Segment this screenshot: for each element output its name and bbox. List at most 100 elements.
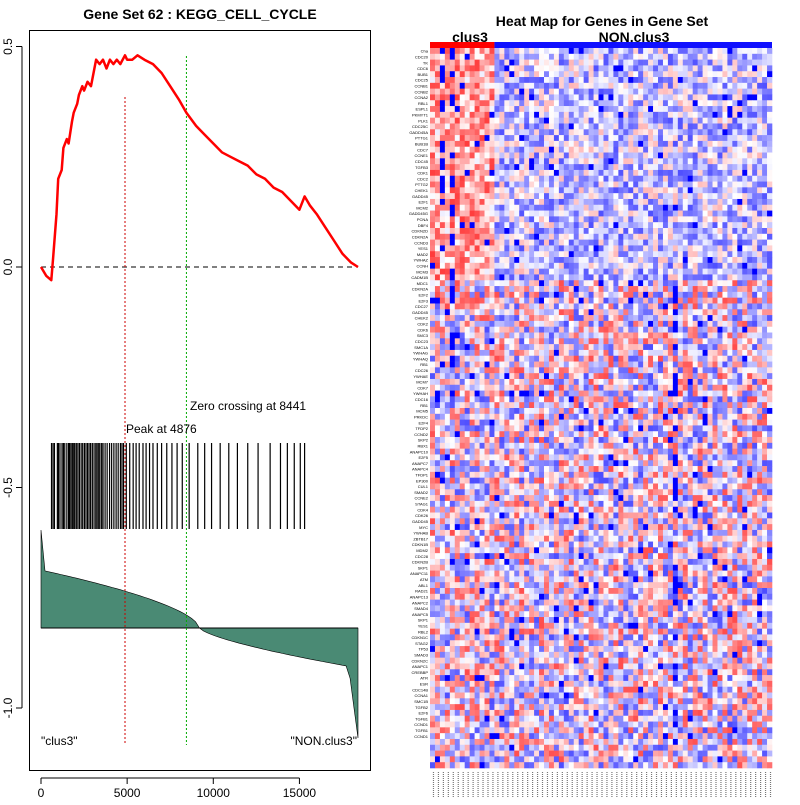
heatmap-cell [559, 153, 564, 159]
heatmap-cell [673, 257, 678, 263]
heatmap-cell [514, 100, 519, 106]
heatmap-cell [713, 350, 718, 356]
heatmap-cell [623, 187, 628, 193]
heatmap-cell [494, 164, 499, 170]
heatmap-cell [499, 153, 504, 159]
heatmap-cell [470, 321, 475, 327]
heatmap-cell [648, 71, 653, 77]
heatmap-cell [752, 60, 757, 66]
heatmap-cell [499, 60, 504, 66]
heatmap-cell [589, 135, 594, 141]
heatmap-cell [727, 240, 732, 246]
heatmap-cell [589, 425, 594, 431]
heatmap-cell [653, 83, 658, 89]
heatmap-cell [584, 321, 589, 327]
heatmap-cell [713, 274, 718, 280]
heatmap-cell [638, 315, 643, 321]
heatmap-cell [445, 338, 450, 344]
heatmap-cell [430, 89, 435, 95]
heatmap-cell [722, 327, 727, 333]
heatmap-cell [599, 327, 604, 333]
heatmap-cell [623, 222, 628, 228]
heatmap-cell [549, 350, 554, 356]
heatmap-cell [717, 199, 722, 205]
heatmap-cell [504, 269, 509, 275]
heatmap-cell [549, 344, 554, 350]
heatmap-cell [584, 211, 589, 217]
heatmap-cell [489, 135, 494, 141]
heatmap-cell [668, 414, 673, 420]
heatmap-cell [579, 245, 584, 251]
heatmap-cell [440, 228, 445, 234]
heatmap-cell [638, 269, 643, 275]
heatmap-cell [663, 408, 668, 414]
heatmap-cell [703, 356, 708, 362]
heatmap-cell [703, 48, 708, 54]
heatmap-cell [623, 379, 628, 385]
group-label-left: "clus3" [41, 734, 78, 748]
heatmap-cell [742, 106, 747, 112]
heatmap-cell [613, 193, 618, 199]
heatmap-cell [623, 280, 628, 286]
heatmap-cell [559, 269, 564, 275]
heatmap-cell [450, 379, 455, 385]
heatmap-cell [554, 211, 559, 217]
heatmap-cell [648, 211, 653, 217]
heatmap-cell [435, 344, 440, 350]
heatmap-cell [529, 425, 534, 431]
heatmap-cell [514, 216, 519, 222]
heatmap-cell [584, 274, 589, 280]
heatmap-cell [708, 245, 713, 251]
heatmap-cell [678, 77, 683, 83]
heatmap-cell [653, 60, 658, 66]
heatmap-cell [703, 147, 708, 153]
heatmap-cell [678, 216, 683, 222]
heatmap-cell [717, 83, 722, 89]
heatmap-cell [742, 65, 747, 71]
heatmap-cell [514, 396, 519, 402]
heatmap-cell [524, 153, 529, 159]
heatmap-cell [618, 112, 623, 118]
heatmap-cell [688, 77, 693, 83]
heatmap-cell [524, 240, 529, 246]
heatmap-cell [485, 274, 490, 280]
heatmap-cell [742, 193, 747, 199]
heatmap-cell [450, 402, 455, 408]
heatmap-cell [608, 274, 613, 280]
heatmap-cell [608, 153, 613, 159]
heatmap-cell [727, 83, 732, 89]
heatmap-cell [688, 228, 693, 234]
heatmap-cell [673, 123, 678, 129]
heatmap-cell [653, 211, 658, 217]
heatmap-cell [673, 414, 678, 420]
heatmap-cell [732, 158, 737, 164]
heatmap-cell [727, 176, 732, 182]
heatmap-cell [628, 402, 633, 408]
heatmap-cell [678, 135, 683, 141]
heatmap-cell [688, 205, 693, 211]
heatmap-cell [603, 327, 608, 333]
heatmap-cell [549, 216, 554, 222]
heatmap-cell [747, 48, 752, 54]
heatmap-cell [688, 303, 693, 309]
heatmap-cell [648, 454, 653, 460]
heatmap-cell [762, 263, 767, 269]
heatmap-cell [703, 199, 708, 205]
heatmap-cell [742, 367, 747, 373]
heatmap-cell [658, 100, 663, 106]
heatmap-cell [524, 414, 529, 420]
heatmap-cell [435, 182, 440, 188]
heatmap-cell [594, 379, 599, 385]
heatmap-cell [489, 193, 494, 199]
heatmap-cell [559, 135, 564, 141]
heatmap-cell [489, 350, 494, 356]
heatmap-cell [485, 211, 490, 217]
heatmap-cell [643, 379, 648, 385]
heatmap-cell [678, 129, 683, 135]
heatmap-cell [440, 280, 445, 286]
heatmap-cell [480, 420, 485, 426]
heatmap-cell [767, 338, 772, 344]
heatmap-cell [539, 153, 544, 159]
heatmap-cell [737, 396, 742, 402]
heatmap-cell [638, 333, 643, 339]
